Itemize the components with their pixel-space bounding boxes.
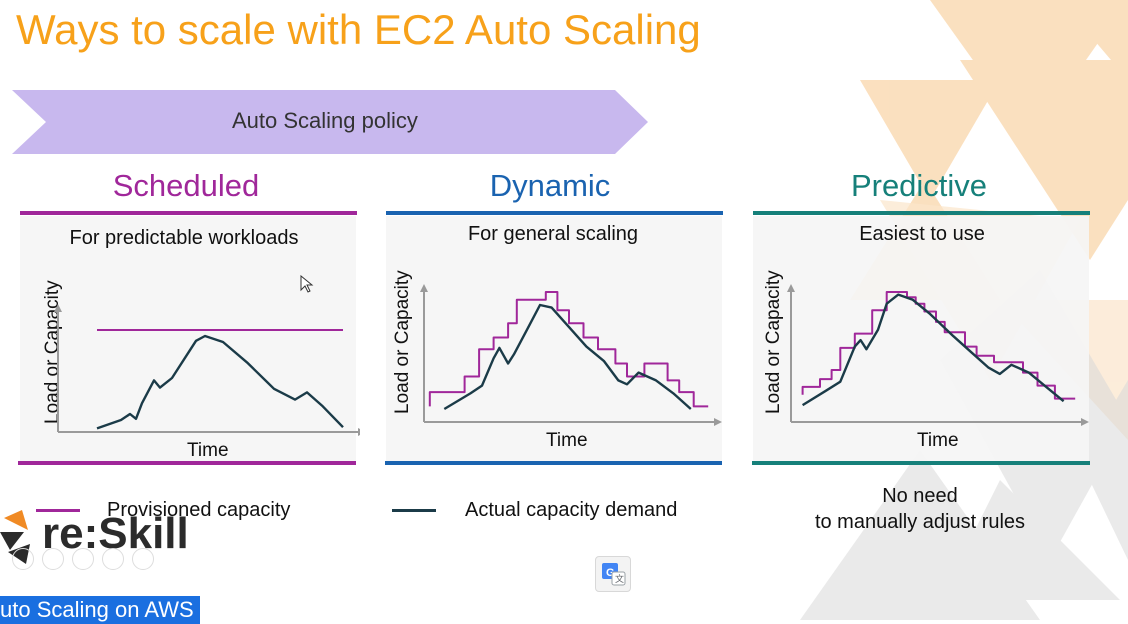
actual-demand-line [801,293,1065,407]
note-line-1: No need [882,485,958,507]
toolbar-pen-button[interactable] [42,548,64,570]
provisioned-capacity-line [428,291,709,408]
x-axis-label: Time [917,430,959,451]
y-axis-arrowhead [420,284,428,292]
actual-demand-line [96,334,344,430]
x-axis-label: Time [187,440,229,461]
toolbar-more-button[interactable] [132,548,154,570]
policy-label: Auto Scaling policy [232,108,418,133]
chart-dynamic: Load or Capacity Time [392,270,722,451]
y-axis-arrowhead [54,304,62,312]
bar-top-dynamic [386,211,723,215]
video-caption-title: uto Scaling on AWS [0,596,200,624]
provisioned-capacity-line [801,291,1076,400]
mouse-pointer-icon [300,275,314,293]
subtitle-dynamic: For general scaling [467,223,639,245]
slide-title: Ways to scale with EC2 Auto Scaling [16,6,701,53]
toolbar-zoom-button[interactable] [102,548,124,570]
translate-glyph: G 文 [602,563,626,586]
predictive-note: No need to manually adjust rules [780,483,1060,535]
x-axis-arrowhead [1081,418,1089,426]
note-line-2: to manually adjust rules [814,511,1026,533]
legend-actual-label: Actual capacity demand [465,499,678,521]
bar-bottom-predictive [752,461,1090,465]
actual-demand-line [443,303,692,411]
google-translate-icon[interactable]: G 文 [595,556,631,592]
svg-text:文: 文 [615,573,624,584]
policy-arrow-banner [12,90,648,154]
chart-scheduled: Load or Capacity Time [42,280,360,461]
bar-top-scheduled [20,211,357,215]
slide-toolbar [12,548,154,570]
chart-predictive: Load or Capacity Time [763,270,1089,451]
y-axis-arrowhead [787,284,795,292]
y-axis-label: Load or Capacity [392,270,413,414]
x-axis-label: Time [546,430,588,451]
bar-bottom-scheduled [18,461,356,465]
x-axis-arrowhead [358,428,360,436]
subtitle-scheduled: For predictable workloads [69,227,299,249]
heading-scheduled: Scheduled [112,168,260,203]
subtitle-predictive: Easiest to use [859,223,985,245]
toolbar-slides-button[interactable] [72,548,94,570]
panel-scheduled [20,216,356,464]
y-axis-label: Load or Capacity [763,270,784,414]
legend-actual-swatch [392,509,436,512]
bar-top-predictive [753,211,1090,215]
toolbar-back-button[interactable] [12,548,34,570]
legend-provisioned-label: Provisioned capacity [107,499,291,521]
legend-provisioned-swatch [36,509,80,512]
x-axis-arrowhead [714,418,722,426]
bar-bottom-dynamic [385,461,722,465]
heading-dynamic: Dynamic [489,168,611,203]
heading-predictive: Predictive [850,168,988,203]
y-axis-label: Load or Capacity [42,280,63,424]
svg-text:G: G [606,567,615,579]
